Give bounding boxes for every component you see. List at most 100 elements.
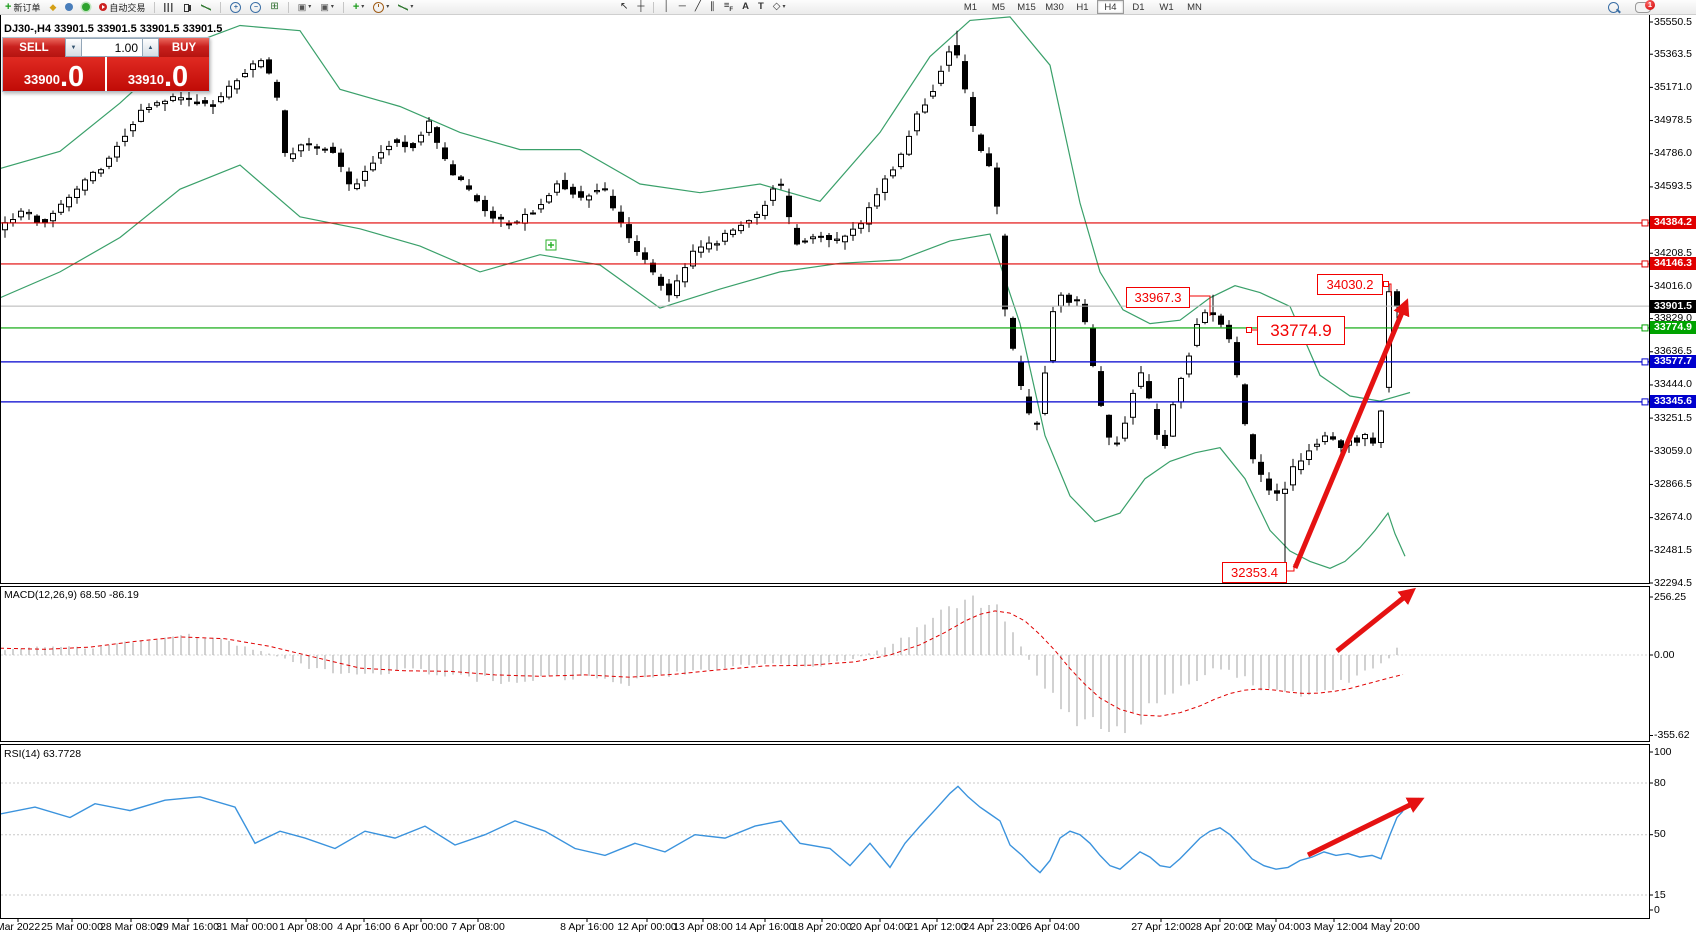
timeframe-button-m5[interactable]: M5	[991, 1, 1006, 13]
trend-arrow[interactable]	[1292, 298, 1410, 569]
search-button[interactable]	[1606, 1, 1621, 13]
volume-field[interactable]: 1.00	[82, 38, 142, 57]
axis-tick-label: 33829.0	[1654, 312, 1692, 325]
time-tick-label: 28 Apr 20:00	[1190, 921, 1250, 933]
new-chart-button[interactable]: ▣ ▾	[296, 1, 314, 13]
line-handle[interactable]	[1641, 260, 1649, 268]
sell-button[interactable]: SELL	[3, 38, 65, 57]
timeframe-button-m1[interactable]: M1	[963, 1, 978, 13]
signals-button[interactable]	[80, 1, 92, 13]
text-tool-button[interactable]: A	[740, 1, 751, 13]
price-line-badge: 34384.2	[1650, 216, 1696, 230]
crosshair-tool-button[interactable]: ┼	[635, 1, 646, 13]
price-annotation[interactable]: 33774.9	[1257, 316, 1345, 345]
trendline-tool-button[interactable]: ╱	[693, 1, 703, 13]
price-line-badge: 33901.5	[1650, 299, 1696, 313]
axis-tick-label: 100	[1654, 745, 1672, 758]
price-annotation[interactable]: 33967.3	[1126, 287, 1190, 308]
rsi-label: RSI(14) 63.7728	[4, 748, 82, 760]
time-tick-label: 24 Apr 23:00	[963, 921, 1023, 933]
time-tick-label: 6 Apr 00:00	[394, 921, 448, 933]
line-chart-button[interactable]	[199, 1, 213, 13]
trend-arrow[interactable]	[1306, 797, 1425, 858]
line-handle[interactable]	[1641, 324, 1649, 332]
price-annotation[interactable]: 32353.4	[1222, 562, 1287, 583]
shapes-tool-button[interactable]: ◇ ▾	[771, 1, 788, 13]
market-watch-button[interactable]: ◆	[47, 1, 58, 13]
new-order-button[interactable]: + 新订单	[3, 1, 42, 13]
dropdown-caret-icon: ▾	[410, 4, 414, 10]
fibonacci-icon: ≡F	[723, 0, 734, 13]
trend-arrow[interactable]	[1335, 587, 1416, 653]
axis-tick-label: 35550.5	[1654, 15, 1692, 28]
price-line-badge: 33774.9	[1650, 321, 1696, 335]
indicators-button[interactable]: + ▾	[351, 1, 366, 13]
channel-tool-button[interactable]: ∥	[708, 1, 717, 13]
buy-button[interactable]: BUY	[159, 38, 209, 57]
line-handle[interactable]	[1641, 398, 1649, 406]
tile-windows-button[interactable]: ⊞	[268, 1, 280, 13]
timeframe-button-w1[interactable]: W1	[1159, 1, 1174, 13]
toolbar-separator	[220, 1, 222, 13]
candlestick-chart-button[interactable]	[181, 1, 194, 13]
axis-tick-label: 32481.5	[1654, 544, 1692, 557]
timeframe-button-d1[interactable]: D1	[1132, 1, 1145, 13]
toolbar-separator	[154, 1, 156, 13]
bollinger-lower-band	[1, 164, 1406, 569]
volume-down-button[interactable]: ▼	[65, 38, 82, 57]
price-annotation[interactable]: 34030.2	[1317, 274, 1383, 295]
bar-chart-button[interactable]	[162, 1, 176, 13]
line-chart-icon	[201, 2, 212, 12]
label-tool-button[interactable]: T	[756, 1, 766, 13]
time-tick-label: 14 Apr 16:00	[735, 921, 795, 933]
vline-tool-button[interactable]: │	[661, 1, 671, 13]
main-pane[interactable]	[0, 14, 1650, 584]
axis-tick-label: 34016.0	[1654, 279, 1692, 292]
tile-windows-icon: ⊞	[270, 1, 279, 12]
time-tick-label: 12 Apr 00:00	[617, 921, 677, 933]
plus-marker-icon	[548, 242, 554, 248]
hline-tool-button[interactable]: ─	[677, 1, 688, 13]
timeframe-button-h4[interactable]: H4	[1097, 0, 1124, 14]
timeframe-button-m15[interactable]: M15	[1017, 1, 1036, 13]
timeframe-button-mn[interactable]: MN	[1187, 1, 1202, 13]
annotation-connector	[1188, 295, 1211, 316]
period-button[interactable]: ▾	[371, 1, 391, 13]
axis-tick-label: 35363.5	[1654, 47, 1692, 60]
time-tick-label: 29 Mar 16:00	[157, 921, 219, 933]
fibonacci-tool-button[interactable]: ≡F	[722, 1, 735, 13]
autotrade-button[interactable]: 自动交易	[97, 1, 147, 13]
vertical-line-icon: │	[663, 1, 670, 12]
dropdown-caret-icon: ▾	[308, 4, 312, 10]
bollinger-upper-band	[1, 16, 1411, 402]
rsi-pane[interactable]	[0, 744, 1650, 919]
axis-tick-label: 34978.5	[1654, 114, 1692, 127]
annotation-anchor[interactable]	[1246, 327, 1252, 333]
line-handle[interactable]	[1641, 219, 1649, 227]
zoom-out-button[interactable]: −	[248, 1, 263, 13]
zoom-in-button[interactable]: +	[228, 1, 243, 13]
sell-price: 33900	[23, 72, 60, 87]
notifications-button[interactable]: 1	[1633, 0, 1655, 13]
axis-tick-label: 32294.5	[1654, 576, 1692, 589]
price-line-badge: 33345.6	[1650, 395, 1696, 409]
profiles-button[interactable]: ▣ ▾	[318, 1, 336, 13]
line-handle[interactable]	[1641, 358, 1649, 366]
axis-tick-label: 50	[1654, 828, 1666, 841]
sell-price-button[interactable]: 33900.0	[3, 57, 105, 92]
volume-up-button[interactable]: ▲	[142, 38, 159, 57]
zoom-in-icon: +	[230, 1, 242, 13]
timeframe-button-m30[interactable]: M30	[1045, 1, 1064, 13]
cursor-tool-button[interactable]: ↖	[618, 1, 630, 13]
profile-icon	[65, 3, 74, 11]
buy-price-button[interactable]: 33910.0	[107, 57, 209, 92]
time-tick-label: 18 Apr 20:00	[792, 921, 852, 933]
chart-title: DJ30-,H4 33901.5 33901.5 33901.5 33901.5	[4, 23, 223, 35]
shapes-icon: ◇	[772, 1, 781, 12]
templates-button[interactable]: ▾	[396, 1, 415, 13]
timeframe-button-h1[interactable]: H1	[1076, 1, 1089, 13]
profile-button[interactable]	[63, 1, 75, 13]
annotation-anchor[interactable]	[1383, 281, 1389, 287]
